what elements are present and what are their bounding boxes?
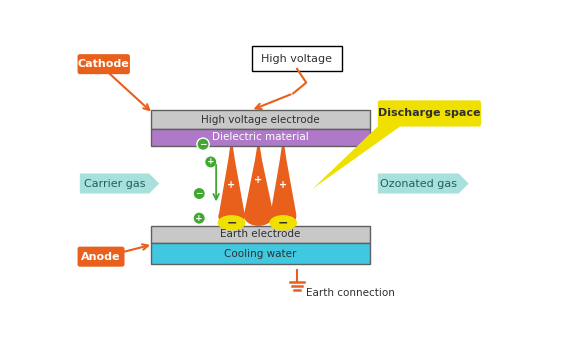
- Ellipse shape: [270, 208, 296, 226]
- Text: −: −: [195, 189, 203, 198]
- Text: Cathode: Cathode: [78, 59, 129, 69]
- FancyBboxPatch shape: [151, 129, 370, 146]
- FancyBboxPatch shape: [77, 247, 124, 267]
- Text: +: +: [195, 214, 203, 223]
- Circle shape: [193, 187, 205, 200]
- Ellipse shape: [218, 215, 246, 230]
- Polygon shape: [80, 174, 159, 193]
- FancyBboxPatch shape: [151, 110, 370, 129]
- Circle shape: [197, 138, 209, 151]
- Circle shape: [193, 212, 205, 224]
- Polygon shape: [312, 124, 403, 189]
- Ellipse shape: [244, 206, 273, 226]
- Circle shape: [205, 156, 217, 168]
- FancyBboxPatch shape: [378, 100, 481, 126]
- Text: Dielectric material: Dielectric material: [212, 132, 309, 142]
- Polygon shape: [270, 137, 297, 217]
- Text: −: −: [278, 216, 288, 229]
- Text: High voltage electrode: High voltage electrode: [201, 115, 320, 125]
- Polygon shape: [378, 174, 469, 193]
- Polygon shape: [244, 138, 273, 215]
- Text: Cooling water: Cooling water: [224, 248, 297, 258]
- Polygon shape: [218, 137, 244, 217]
- Text: −: −: [199, 140, 207, 149]
- Text: Ozonated gas: Ozonated gas: [380, 179, 457, 189]
- Text: High voltage: High voltage: [261, 54, 332, 64]
- Ellipse shape: [269, 215, 297, 230]
- FancyBboxPatch shape: [253, 47, 342, 71]
- FancyBboxPatch shape: [151, 243, 370, 264]
- Text: Earth electrode: Earth electrode: [220, 229, 301, 239]
- Text: +: +: [254, 175, 262, 185]
- FancyBboxPatch shape: [151, 226, 370, 243]
- Text: +: +: [228, 180, 236, 190]
- FancyBboxPatch shape: [77, 54, 130, 74]
- Text: Earth connection: Earth connection: [306, 288, 395, 298]
- Text: +: +: [207, 158, 214, 166]
- Ellipse shape: [218, 208, 244, 226]
- Text: Discharge space: Discharge space: [378, 108, 481, 119]
- Text: −: −: [227, 216, 237, 229]
- Text: +: +: [279, 180, 287, 190]
- Text: Carrier gas: Carrier gas: [84, 179, 145, 189]
- Text: Anode: Anode: [81, 252, 121, 262]
